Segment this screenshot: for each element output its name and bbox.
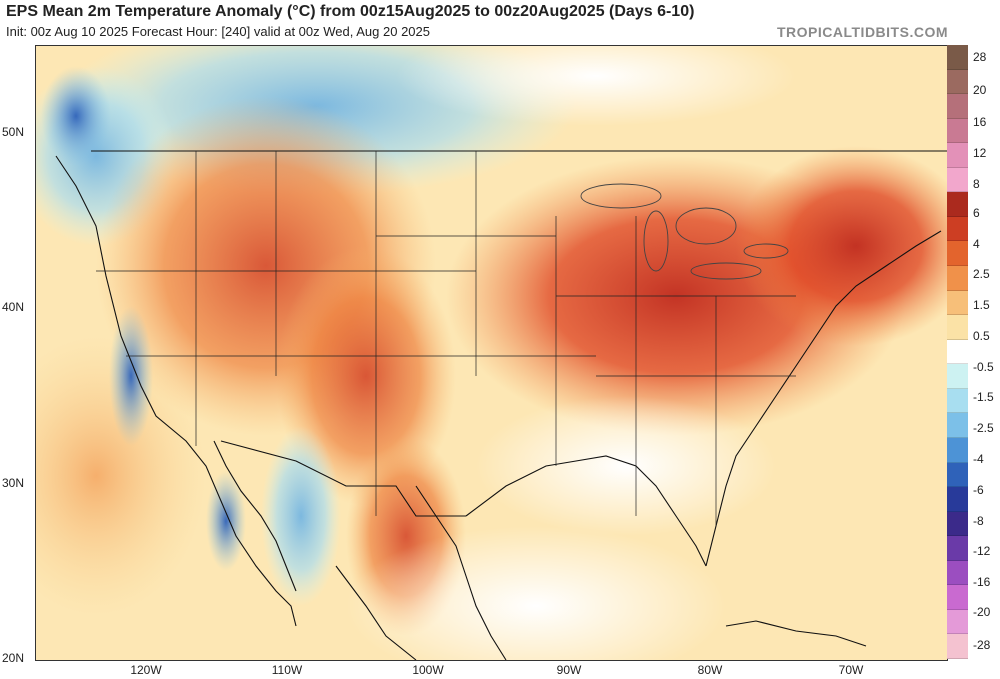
lat-label-50n: 50N <box>2 125 25 139</box>
great-lakes <box>580 183 789 280</box>
colorbar-swatch <box>947 45 968 70</box>
colorbar-tick-label: 0.5 <box>973 329 990 343</box>
gulf-coastline <box>465 455 707 567</box>
southeast-neutral-area <box>476 396 776 536</box>
map-title: EPS Mean 2m Temperature Anomaly (°C) fro… <box>6 3 695 20</box>
colorbar-swatch <box>947 69 968 95</box>
colorbar-swatch <box>947 315 968 340</box>
pnw-cool-area <box>41 66 111 166</box>
colorbar-swatch <box>947 94 968 119</box>
colorbar-swatch <box>947 192 968 217</box>
mexico-west-coast <box>335 565 417 660</box>
colorbar-tick-label: 28 <box>973 50 987 64</box>
map-boundaries <box>55 150 947 660</box>
colorbar-swatch <box>947 585 968 610</box>
lon-label-80w: 80W <box>697 663 723 677</box>
north-neutral-area <box>396 46 796 126</box>
baja-coastline <box>213 440 297 592</box>
colorbar-tick-label: -16 <box>973 575 991 589</box>
pacific-coastline <box>55 155 297 627</box>
colorbar-swatch <box>947 634 968 659</box>
lat-label-20n: 20N <box>2 651 25 665</box>
colorbar-swatch <box>947 266 968 291</box>
colorbar-swatch <box>947 609 968 635</box>
colorbar-tick-label: 1.5 <box>973 298 990 312</box>
colorbar-tick-label: -8 <box>973 514 984 528</box>
colorbar-swatch <box>947 241 968 267</box>
cuba-coast <box>725 620 867 647</box>
colorbar-swatch <box>947 167 968 193</box>
colorbar-tick-label: -0.5 <box>973 360 994 374</box>
colorbar-tick-label: 16 <box>973 115 987 129</box>
colorbar-tick-label: 4 <box>973 237 980 251</box>
colorbar-tick-label: -6 <box>973 483 984 497</box>
colorbar-swatch <box>947 216 968 242</box>
colorbar-tick-label: 6 <box>973 206 980 220</box>
lon-label-70w: 70W <box>838 663 864 677</box>
map-subtitle: Init: 00z Aug 10 2025 Forecast Hour: [24… <box>6 24 430 39</box>
colorbar-tick-label: -20 <box>973 605 991 619</box>
colorbar-tick-label: 12 <box>973 146 987 160</box>
california-cool-area <box>109 306 153 446</box>
colorbar-swatch <box>947 560 968 586</box>
colorbar-swatch <box>947 536 968 561</box>
brand-watermark: TROPICALTIDBITS.COM <box>776 24 948 40</box>
colorbar-swatch <box>947 339 968 365</box>
colorbar-swatch <box>947 118 968 144</box>
colorbar-legend <box>947 45 968 659</box>
lat-label-40n: 40N <box>2 300 25 314</box>
gulf-neutral-area <box>346 526 726 660</box>
map-canvas <box>36 46 947 660</box>
colorbar-swatch <box>947 290 968 316</box>
colorbar-tick-label: -2.5 <box>973 421 994 435</box>
atlantic-coastline <box>705 230 942 567</box>
colorbar-swatch <box>947 413 968 438</box>
colorbar-swatch <box>947 437 968 463</box>
lon-label-90w: 90W <box>556 663 582 677</box>
colorbar-tick-label: 2.5 <box>973 267 990 281</box>
colorbar-swatch <box>947 487 968 512</box>
baja-cool-area <box>206 471 246 571</box>
lat-label-30n: 30N <box>2 476 25 490</box>
pacific-warm-area <box>36 336 206 616</box>
colorbar-swatch <box>947 388 968 414</box>
colorbar-tick-label: -1.5 <box>973 390 994 404</box>
colorbar-swatch <box>947 462 968 488</box>
lon-label-120w: 120W <box>130 663 162 677</box>
sierra-madre-cool-area <box>261 426 341 606</box>
lon-label-100w: 100W <box>412 663 444 677</box>
colorbar-swatch <box>947 511 968 537</box>
colorbar-tick-label: -4 <box>973 452 984 466</box>
us-mexico-border <box>220 440 466 517</box>
lon-label-110w: 110W <box>271 663 303 677</box>
colorbar-tick-label: -12 <box>973 544 991 558</box>
anomaly-map <box>35 45 948 661</box>
colorbar-swatch <box>947 143 968 168</box>
state-boundaries <box>96 151 796 526</box>
colorbar-swatch <box>947 364 968 389</box>
colorbar-tick-label: 8 <box>973 177 980 191</box>
colorbar-tick-label: 20 <box>973 83 987 97</box>
colorbar-tick-label: -28 <box>973 638 991 652</box>
